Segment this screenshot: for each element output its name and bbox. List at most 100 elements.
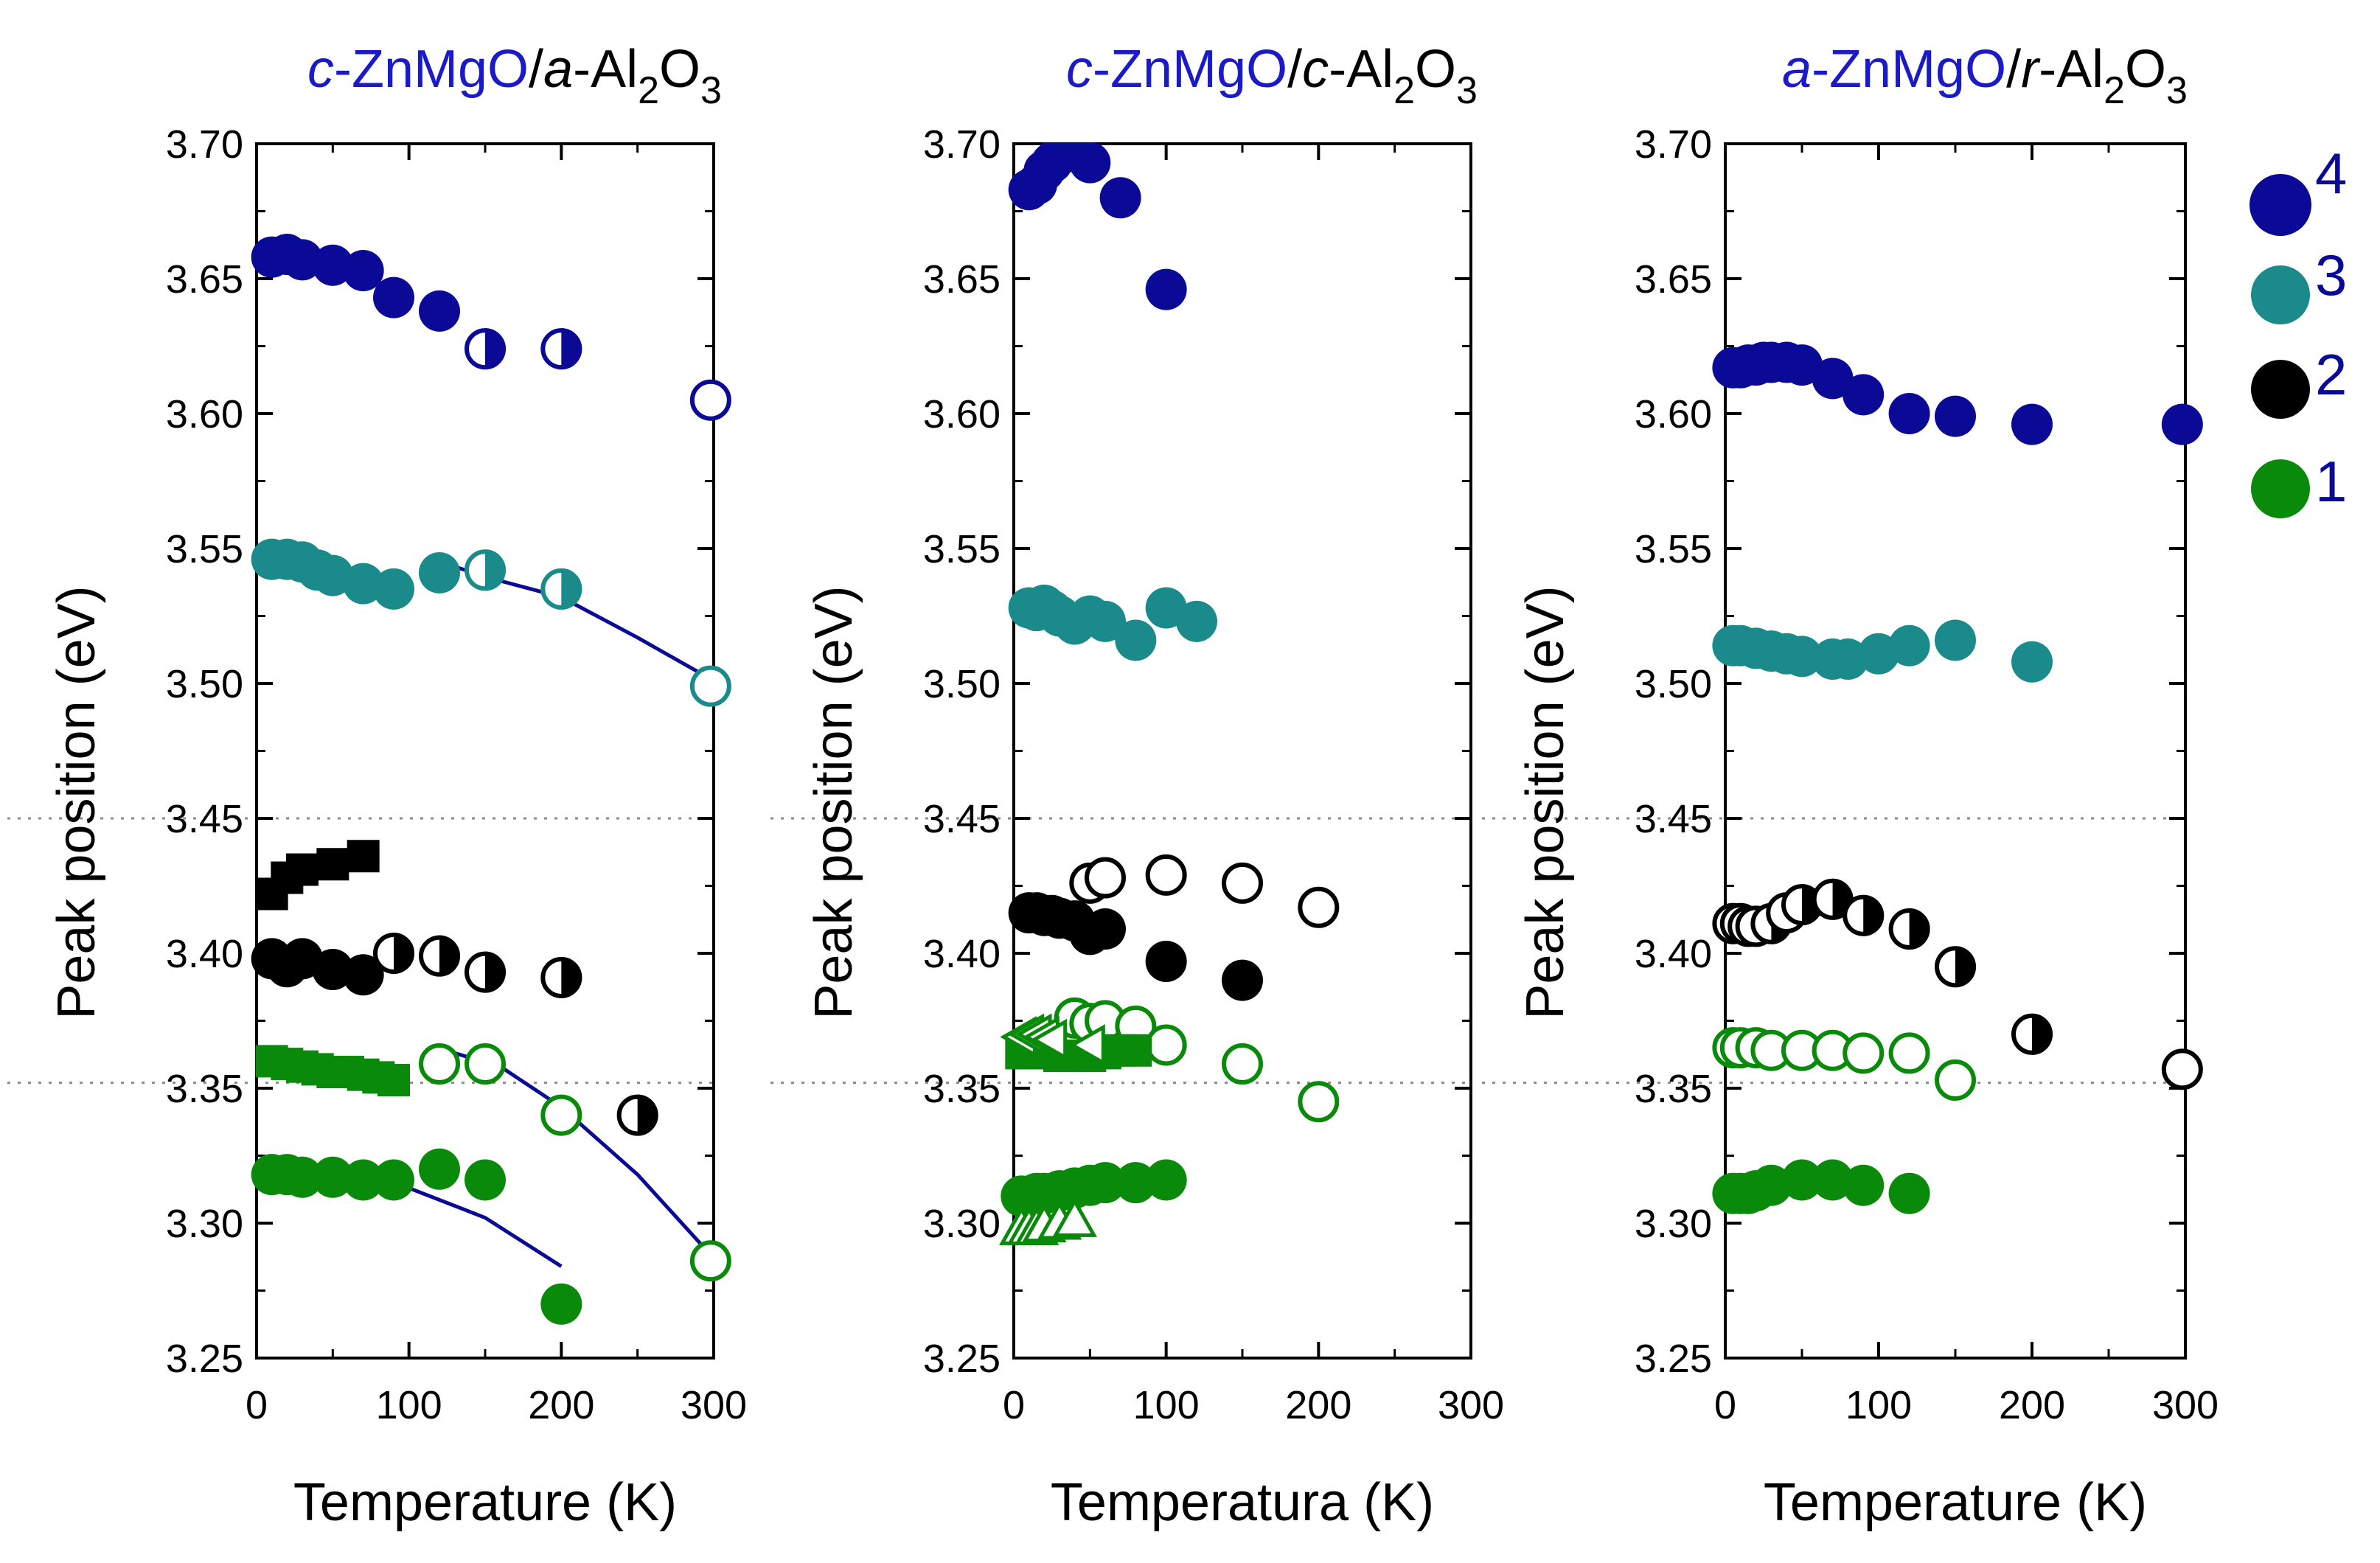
- x-tick-label: 200: [1999, 1383, 2065, 1427]
- title-part: /: [529, 40, 543, 99]
- y-axis-label: Peak position (eV): [47, 585, 106, 1019]
- title-part: -ZnMgO: [1812, 40, 2006, 99]
- title-part: -Al: [573, 40, 638, 99]
- data-point-half: [540, 568, 582, 610]
- legend-entry-2: 2: [2251, 342, 2347, 419]
- title-part: a: [1782, 40, 1812, 99]
- data-point-filled: [1888, 1172, 1930, 1214]
- y-tick-label: 3.65: [166, 257, 243, 302]
- data-point-filled: [1176, 600, 1217, 642]
- legend-marker: [2251, 265, 2310, 324]
- data-point-half: [464, 328, 507, 370]
- data-point-filled: [312, 1156, 354, 1198]
- half-fill: [561, 956, 582, 998]
- y-tick-label: 3.50: [923, 662, 1001, 706]
- data-point-filled: [342, 1159, 384, 1201]
- data-layer: [1712, 341, 2203, 1214]
- x-tick-label: 300: [1438, 1383, 1504, 1427]
- series-3: [251, 538, 731, 707]
- panel-title: c-ZnMgO/c-Al2O3: [1066, 40, 1478, 112]
- y-tick-label: 3.35: [923, 1067, 1001, 1111]
- data-point-half: [1812, 878, 1854, 920]
- panels: 3.25 3.30 3.35 3.40 3.45 3.50 3.55 3.60 3.65 3.70…: [7, 40, 2219, 1532]
- title-part: -Al: [1329, 40, 1393, 99]
- half-fill: [561, 568, 582, 610]
- y-tick-label: 3.50: [166, 662, 243, 706]
- half-fill: [1909, 908, 1930, 950]
- y-tick-label: 3.30: [1635, 1202, 1712, 1246]
- y-axis-label: Peak position (eV): [1516, 585, 1575, 1019]
- series-4: [1008, 142, 1187, 310]
- data-point-filled: [419, 290, 460, 332]
- data-point-open: [1843, 1032, 1885, 1074]
- y-tick-label: 3.65: [1635, 257, 1712, 302]
- y-tick-label: 3.70: [1635, 122, 1712, 167]
- legend-label: 1: [2315, 449, 2347, 514]
- data-point-filled: [373, 1159, 414, 1201]
- x-tick-label: 200: [1285, 1383, 1351, 1427]
- data-point-filled: [2011, 641, 2053, 683]
- legend-entry-4: 4: [2249, 141, 2347, 236]
- title-part: -ZnMgO: [334, 40, 529, 99]
- data-point-filled: [1145, 268, 1187, 310]
- x-tick-label: 0: [1714, 1383, 1736, 1427]
- title-part: O: [1415, 40, 1456, 99]
- legend-label: 3: [2315, 243, 2347, 307]
- title-part: c: [1302, 40, 1329, 99]
- title-part: c: [1066, 40, 1093, 99]
- half-fill: [1863, 894, 1885, 936]
- x-tick-label: 100: [1845, 1383, 1912, 1427]
- series-2: [1712, 878, 2203, 1090]
- half-fill: [637, 1094, 658, 1136]
- data-point-open: [689, 1240, 731, 1282]
- y-tick-label: 3.35: [1635, 1067, 1712, 1111]
- legend-label: 4: [2315, 141, 2347, 206]
- x-tick-label: 100: [376, 1383, 442, 1427]
- y-tick-label: 3.55: [1635, 527, 1712, 571]
- y-tick-label: 3.40: [1635, 932, 1712, 976]
- panel-title: a-ZnMgO/r-Al2O3: [1782, 40, 2188, 112]
- data-point-filled: [1935, 619, 1976, 661]
- data-point-half: [373, 933, 414, 974]
- title-part: O: [2125, 40, 2166, 99]
- data-point-half: [1935, 946, 1976, 988]
- title-part: O: [659, 40, 700, 99]
- y-tick-label: 3.65: [923, 257, 1001, 302]
- y-tick-label: 3.45: [1635, 797, 1712, 841]
- data-point-half: [616, 1094, 658, 1136]
- title-part: c: [307, 40, 334, 99]
- data-point-open: [1145, 1024, 1187, 1066]
- x-tick-label: 300: [681, 1383, 747, 1427]
- data-point-filled: [540, 1283, 582, 1325]
- panel-title: c-ZnMgO/a-Al2O3: [307, 40, 722, 112]
- x-tick-label: 0: [246, 1383, 268, 1427]
- data-point-filled: [1750, 1164, 1792, 1206]
- series-2: [251, 840, 658, 1136]
- y-tick-label: 3.55: [166, 527, 243, 571]
- series-2: [1008, 854, 1340, 1001]
- data-point-filled: [1812, 358, 1854, 400]
- data-point-filled: [1115, 619, 1157, 661]
- panel-2: 3.25 3.30 3.35 3.40 3.45 3.50 3.55 3.60 3.65 3.70…: [770, 40, 1504, 1532]
- y-tick-label: 3.25: [166, 1337, 243, 1381]
- data-point-filled: [282, 1156, 323, 1198]
- data-point-open: [419, 1043, 460, 1085]
- data-point-square: [316, 848, 349, 881]
- data-point-open: [1298, 1081, 1340, 1123]
- x-tick-label: 100: [1133, 1383, 1200, 1427]
- data-point-filled: [373, 276, 414, 318]
- data-point-open: [1222, 1043, 1263, 1085]
- data-point-open: [1888, 1032, 1930, 1074]
- data-point-filled: [1115, 1162, 1157, 1204]
- data-point-triangle-up: [1052, 1197, 1097, 1237]
- data-point-half: [1843, 894, 1885, 936]
- y-tick-label: 3.25: [1635, 1337, 1712, 1381]
- data-point-filled: [1935, 395, 1976, 437]
- title-part: r: [2021, 40, 2041, 99]
- half-fill: [1955, 946, 1976, 988]
- data-point-filled: [282, 239, 323, 281]
- data-point-half: [464, 951, 507, 993]
- half-fill: [439, 935, 460, 977]
